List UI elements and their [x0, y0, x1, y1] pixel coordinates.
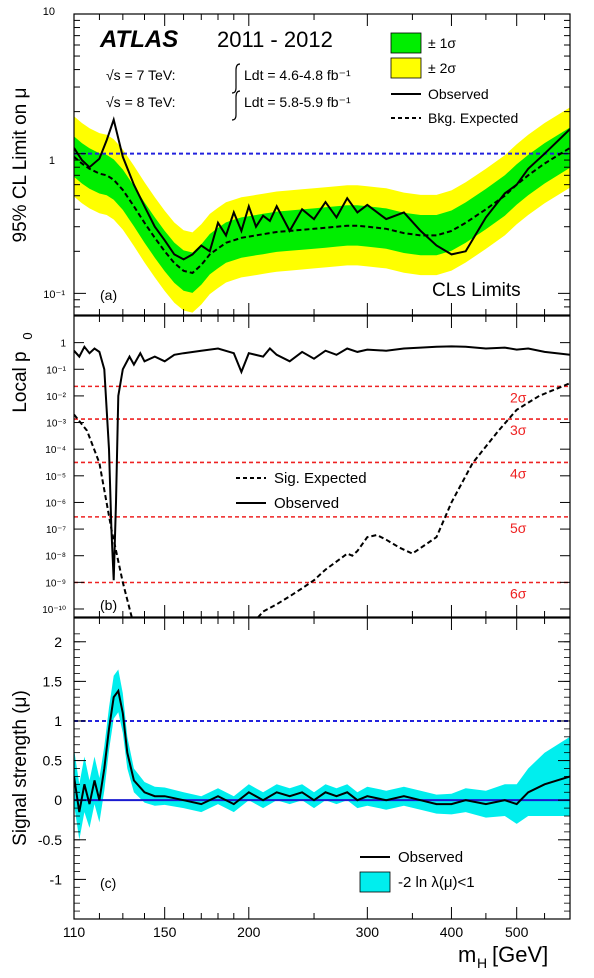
legend-label-expected: Bkg. Expected [428, 110, 518, 126]
ytick-label: -1 [50, 871, 63, 887]
lumi-8tev-text: Ldt = 5.8-5.9 fb⁻¹ [244, 94, 351, 110]
panel-c-ylabel: Signal strength (μ) [10, 690, 31, 846]
observed-mu-line [74, 688, 570, 813]
legend-label-observed-p0: Observed [274, 495, 339, 512]
ytick-label: 10⁻¹⁰ [42, 605, 66, 616]
panel-label-a: (a) [100, 287, 117, 303]
xtick-label: 150 [153, 924, 177, 940]
legend-label-observed: Observed [428, 86, 489, 102]
ytick-label: 10⁻⁵ [45, 472, 66, 483]
panel-label-c: (c) [100, 875, 116, 891]
legend-swatch-mu-band [359, 871, 391, 893]
x-axis: 110 150 200 300 400 500 [63, 14, 571, 940]
integral-sign [231, 63, 241, 94]
xtick-label: 110 [63, 924, 86, 940]
signal-expected-p0-line [74, 382, 570, 617]
ytick-label: 10⁻⁶ [45, 498, 66, 509]
ytick-label: 1 [49, 155, 55, 167]
legend-swatch-2sigma [390, 57, 422, 79]
observed-p0-line [74, 344, 570, 581]
data-period: 2011 - 2012 [217, 27, 333, 52]
ytick-label: 10 [43, 6, 55, 18]
sigma-label: 5σ [510, 520, 527, 536]
xtick-label: 200 [237, 924, 261, 940]
panel-c-frame [73, 617, 571, 920]
legend-label-observed-mu: Observed [398, 849, 463, 866]
ytick-label: 10⁻³ [46, 419, 66, 430]
panel-label-b: (b) [100, 597, 117, 613]
ytick-label: 1.5 [43, 673, 63, 689]
panel-b-ylabel-sub: 0 [20, 332, 35, 339]
sigma-label: 2σ [510, 389, 527, 405]
mu-uncertainty-band [74, 669, 570, 840]
xlabel-unit: [GeV] [492, 942, 548, 967]
ytick-label: 10⁻⁷ [46, 525, 66, 536]
xtick-label: 500 [505, 924, 529, 940]
lumi-8tev-prefix: √s = 8 TeV: [106, 94, 176, 110]
panel-c-signal-strength: -1-0.500.511.52 Signal strength (μ) (c) … [10, 617, 571, 920]
legend-swatch-1sigma [390, 32, 422, 54]
ytick-label: 10⁻¹ [46, 365, 66, 376]
ytick-label: 0 [54, 792, 62, 808]
cls-limits-label: CLs Limits [432, 280, 521, 301]
panel-b-y-axis: 1 10⁻¹ 10⁻² 10⁻³ 10⁻⁴ 10⁻⁵ 10⁻⁶ 10⁻⁷ 10⁻⁸ 10⁻⁹ 10⁻… [42, 339, 570, 616]
ytick-label: 10⁻⁸ [45, 552, 66, 563]
sigma-labels: 2σ 3σ 4σ 5σ 6σ [510, 389, 527, 601]
ytick-label: 10⁻⁴ [45, 445, 66, 456]
xtick-label: 300 [356, 924, 380, 940]
legend-label-mu-band: -2 ln λ(μ)<1 [398, 874, 475, 891]
ytick-label: 1 [54, 713, 62, 729]
observed-limit-line [74, 116, 570, 261]
ytick-label: 10⁻⁹ [45, 578, 66, 589]
xtick-label: 400 [440, 924, 464, 940]
integral-sign [231, 90, 241, 121]
panel-a-y-axis [74, 13, 570, 308]
legend-label-sig-expected: Sig. Expected [274, 470, 367, 487]
panel-a-frame [73, 13, 571, 316]
ytick-label: 0.5 [43, 753, 63, 769]
legend-label-1sigma: ± 1σ [428, 35, 456, 51]
sigma-reference-lines [74, 385, 570, 584]
sigma-label: 4σ [510, 465, 527, 481]
atlas-label: ATLAS [99, 26, 178, 53]
panel-b-ylabel: Local p [10, 351, 31, 412]
ytick-label: -0.5 [38, 832, 62, 848]
x-axis-title: m H [GeV] [458, 942, 548, 971]
panel-b-frame [73, 315, 571, 618]
lumi-7tev-prefix: √s = 7 TeV: [106, 67, 176, 83]
xlabel-m: m [458, 942, 476, 967]
panel-a-cls-limits: 10 1 10⁻¹ 95% CL Limit on μ (a) CLs Limi… [10, 6, 571, 316]
ytick-label: 2 [54, 634, 62, 650]
legend-label-2sigma: ± 2σ [428, 60, 456, 76]
sigma-label: 3σ [510, 422, 527, 438]
xlabel-sub: H [477, 955, 487, 971]
ytick-label: 10⁻¹ [43, 289, 65, 301]
sigma-label: 6σ [510, 585, 527, 601]
panel-c-y-axis: -1 -0.5 0 0.5 1 1.5 2 [38, 633, 570, 912]
ytick-label: 1 [60, 339, 66, 350]
ytick-label: 10⁻² [46, 392, 66, 403]
panel-a-ylabel: 95% CL Limit on μ [10, 88, 31, 243]
lumi-7tev-text: Ldt = 4.6-4.8 fb⁻¹ [244, 67, 351, 83]
panel-b-local-p0: 1 10⁻¹ 10⁻² 10⁻³ 10⁻⁴ 10⁻⁵ 10⁻⁶ 10⁻⁷ 10⁻⁸ 10⁻⁹ 10⁻… [10, 315, 571, 618]
